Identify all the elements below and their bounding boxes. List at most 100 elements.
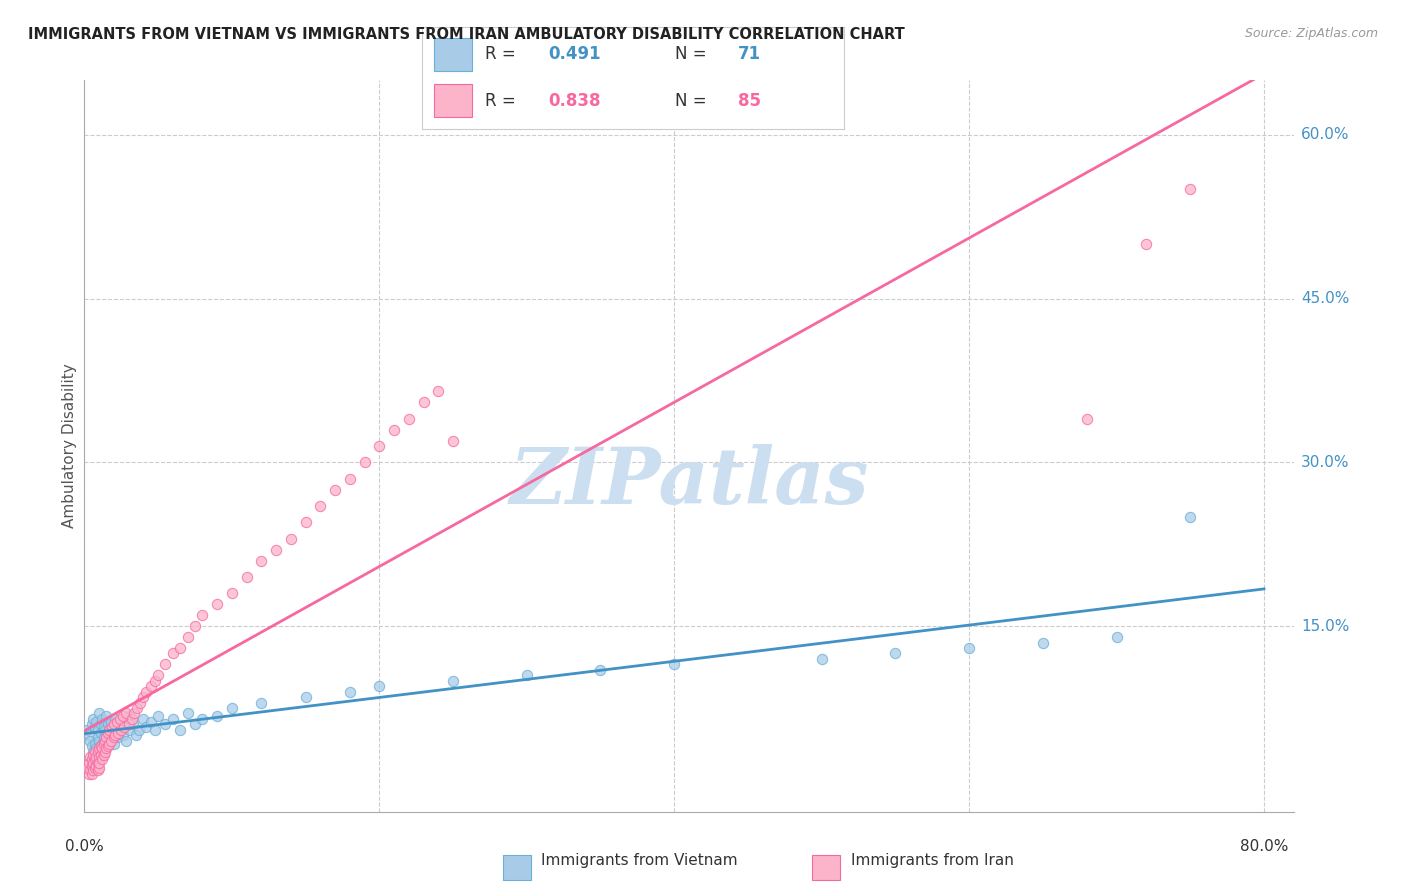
- Point: [98, 723, 121, 737]
- Point: [96, 731, 118, 745]
- Point: [176, 630, 198, 644]
- Text: R =: R =: [485, 92, 522, 110]
- Point: [110, 715, 132, 730]
- Point: [93, 720, 115, 734]
- Point: [101, 731, 124, 745]
- Text: IMMIGRANTS FROM VIETNAM VS IMMIGRANTS FROM IRAN AMBULATORY DISABILITY CORRELATIO: IMMIGRANTS FROM VIETNAM VS IMMIGRANTS FR…: [28, 27, 905, 42]
- Point: [87, 733, 110, 747]
- Point: [127, 701, 149, 715]
- Point: [76, 761, 98, 775]
- Point: [294, 690, 316, 704]
- Text: Source: ZipAtlas.com: Source: ZipAtlas.com: [1244, 27, 1378, 40]
- Point: [1135, 237, 1157, 252]
- Point: [79, 750, 101, 764]
- Point: [155, 657, 177, 672]
- Point: [97, 733, 120, 747]
- Point: [139, 679, 162, 693]
- Point: [1032, 635, 1054, 649]
- Point: [104, 712, 127, 726]
- Point: [128, 723, 150, 737]
- Text: ZIPatlas: ZIPatlas: [509, 444, 869, 521]
- Point: [100, 715, 122, 730]
- Point: [191, 608, 214, 623]
- Point: [114, 706, 136, 721]
- Text: R =: R =: [485, 45, 522, 63]
- Point: [250, 696, 273, 710]
- Point: [353, 455, 375, 469]
- Point: [117, 708, 139, 723]
- Point: [86, 745, 108, 759]
- Point: [87, 741, 110, 756]
- Point: [111, 708, 134, 723]
- Point: [87, 756, 110, 770]
- Point: [589, 663, 612, 677]
- Point: [83, 761, 105, 775]
- Point: [80, 717, 103, 731]
- Point: [516, 668, 538, 682]
- Text: 45.0%: 45.0%: [1301, 291, 1350, 306]
- Text: 80.0%: 80.0%: [1240, 839, 1288, 854]
- Point: [77, 766, 100, 780]
- Point: [139, 715, 162, 730]
- Point: [91, 737, 114, 751]
- Point: [129, 696, 152, 710]
- Point: [1180, 510, 1202, 524]
- Point: [309, 499, 332, 513]
- Point: [176, 706, 198, 721]
- Point: [84, 750, 107, 764]
- Text: 0.491: 0.491: [548, 45, 600, 63]
- Point: [76, 723, 98, 737]
- Point: [191, 712, 214, 726]
- Text: 60.0%: 60.0%: [1301, 128, 1350, 143]
- Point: [221, 701, 243, 715]
- Point: [93, 731, 115, 745]
- Point: [323, 483, 346, 497]
- Point: [87, 706, 110, 721]
- Point: [94, 745, 117, 759]
- Point: [235, 570, 257, 584]
- Point: [86, 763, 108, 777]
- Point: [146, 708, 169, 723]
- Point: [112, 720, 135, 734]
- Point: [339, 472, 361, 486]
- Point: [412, 395, 434, 409]
- Point: [143, 673, 166, 688]
- Point: [91, 752, 114, 766]
- Point: [1105, 630, 1128, 644]
- Y-axis label: Ambulatory Disability: Ambulatory Disability: [62, 364, 77, 528]
- Point: [146, 668, 169, 682]
- Point: [98, 737, 121, 751]
- Point: [427, 384, 450, 399]
- Point: [86, 731, 108, 745]
- Text: 0.0%: 0.0%: [65, 839, 104, 854]
- Point: [98, 723, 121, 737]
- Point: [82, 712, 104, 726]
- Point: [83, 745, 105, 759]
- Point: [339, 684, 361, 698]
- Point: [441, 434, 464, 448]
- Text: 30.0%: 30.0%: [1301, 455, 1350, 470]
- Text: 15.0%: 15.0%: [1301, 619, 1350, 633]
- Point: [82, 747, 104, 762]
- Point: [87, 761, 110, 775]
- Point: [221, 586, 243, 600]
- Point: [114, 733, 136, 747]
- Point: [135, 720, 157, 734]
- Point: [97, 739, 120, 754]
- Point: [97, 717, 120, 731]
- Point: [83, 752, 105, 766]
- Point: [664, 657, 686, 672]
- Text: Immigrants from Iran: Immigrants from Iran: [851, 854, 1014, 868]
- Point: [143, 723, 166, 737]
- Point: [132, 712, 155, 726]
- Bar: [434, 84, 472, 117]
- Point: [184, 717, 207, 731]
- Point: [79, 763, 101, 777]
- Text: Immigrants from Vietnam: Immigrants from Vietnam: [541, 854, 738, 868]
- Point: [90, 717, 112, 731]
- Point: [105, 715, 128, 730]
- Point: [79, 733, 101, 747]
- Point: [80, 752, 103, 766]
- Point: [90, 739, 112, 754]
- Point: [132, 690, 155, 704]
